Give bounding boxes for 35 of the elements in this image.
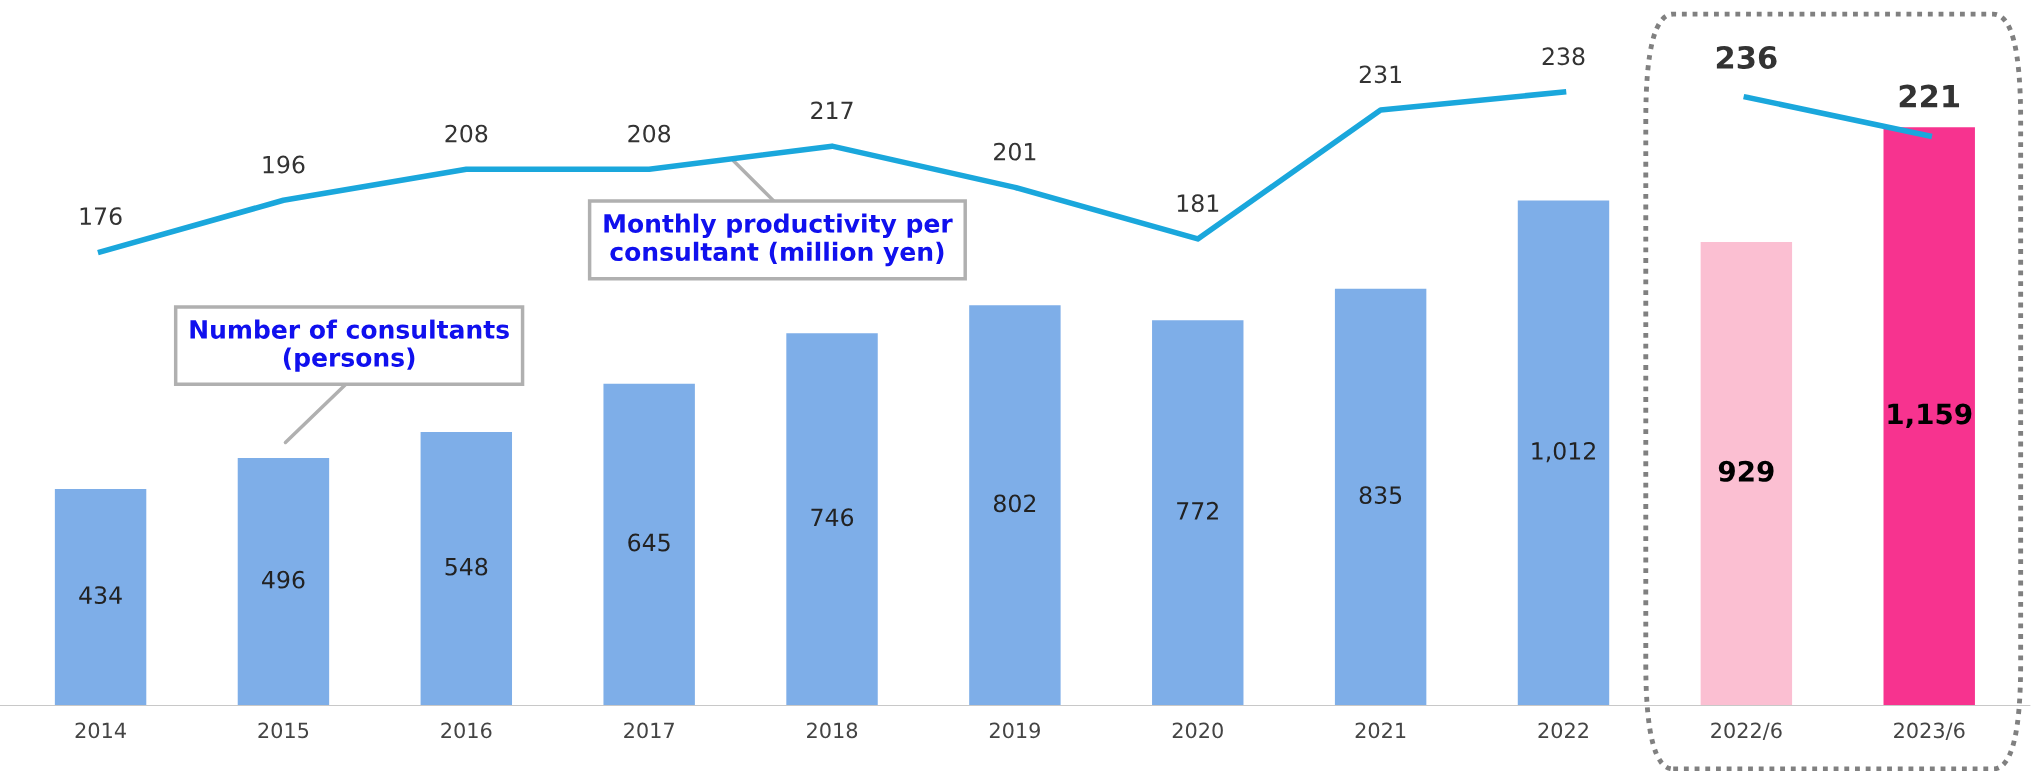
x-tick-label: 2022 [1538,722,1588,739]
data-label: 802 [993,494,1036,513]
data-label: 196 [263,155,305,174]
data-label: 238 [1542,47,1585,66]
data-label: 208 [445,124,488,143]
x-tick-label: 2014 [75,722,126,739]
x-tick-label: 2023/6 [1894,722,1965,740]
data-label: 217 [811,101,853,120]
annotation: Number of consultants (persons) [190,319,509,372]
data-label: 231 [1359,65,1401,84]
data-label: 645 [628,533,670,552]
data-label: 772 [1177,501,1218,520]
x-tick-label: 2018 [807,722,858,739]
data-label: 176 [80,207,122,226]
data-label: 1,012 [1532,442,1595,463]
data-label: 181 [1177,194,1219,213]
data-label: 496 [262,570,305,589]
data-label: 208 [628,124,671,143]
x-tick-label: 2022/6 [1711,722,1782,740]
x-tick-label: 2020 [1172,722,1223,739]
x-tick-label: 2019 [989,722,1040,739]
data-label: 746 [811,508,854,527]
data-label: 835 [1359,486,1402,505]
x-tick-label: 2015 [258,722,309,739]
data-label: 236 [1716,45,1777,70]
data-label: 929 [1718,460,1774,482]
data-label: 221 [1899,84,1960,108]
x-tick-label: 2021 [1355,722,1406,739]
data-label: 201 [994,142,1036,161]
data-label: 1,159 [1888,403,1972,428]
x-tick-label: 2016 [441,722,492,739]
data-label: 548 [445,557,488,576]
x-tick-label: 2017 [624,722,674,739]
data-label: 434 [79,586,122,605]
annotation: Monthly productivity per consultant (million yen) [604,213,953,267]
